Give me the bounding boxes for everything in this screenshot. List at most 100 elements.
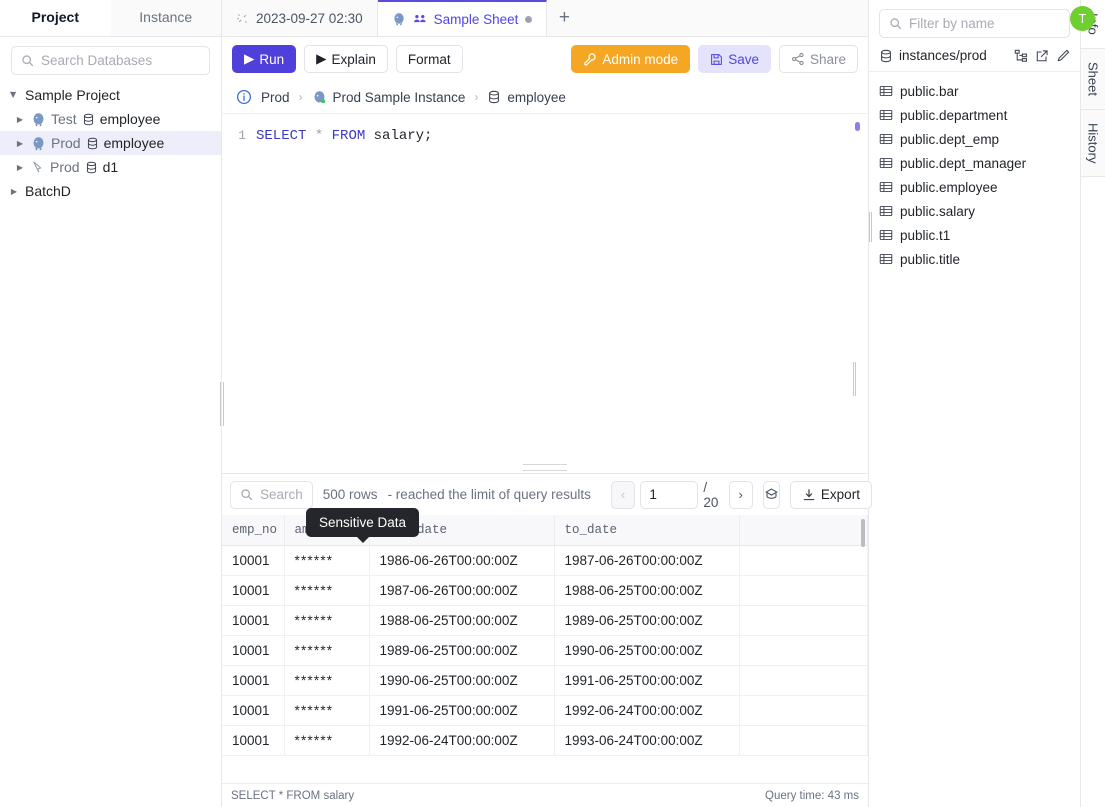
sql-editor[interactable]: 1 SELECT * FROM salary; [222, 113, 868, 473]
table-row[interactable]: 10001 ****** 1992-06-24T00:00:00Z 1993-0… [222, 725, 868, 756]
cell-to-date[interactable]: 1992-06-24T00:00:00Z [554, 695, 740, 726]
table-list-item-public-dept-emp[interactable]: public.dept_emp [869, 127, 1080, 151]
cell-from-date[interactable]: 1992-06-24T00:00:00Z [369, 725, 555, 756]
table-list-item-public-dept-manager[interactable]: public.dept_manager [869, 151, 1080, 175]
cell-from-date[interactable]: 1986-06-26T00:00:00Z [369, 545, 555, 576]
cell-to-date[interactable]: 1987-06-26T00:00:00Z [554, 545, 740, 576]
right-panel-resize-handle[interactable] [869, 212, 872, 242]
table-row[interactable]: 10001 ****** 1987-06-26T00:00:00Z 1988-0… [222, 575, 868, 606]
format-button[interactable]: Format [395, 45, 463, 73]
table-list-item-public-t1[interactable]: public.t1 [869, 223, 1080, 247]
tree-item-sample-project[interactable]: ▶ Sample Project [0, 83, 221, 107]
share-button[interactable]: Share [778, 45, 858, 73]
editor-resize-handle[interactable] [853, 362, 856, 396]
cell-amount[interactable]: ****** [284, 605, 370, 636]
avatar[interactable]: T [1070, 6, 1095, 31]
editor-scrollbar[interactable] [855, 122, 860, 131]
cell-to-date[interactable]: 1991-06-25T00:00:00Z [554, 665, 740, 696]
chevron-right-icon[interactable]: ▶ [16, 138, 24, 148]
editor-tab-worksheet-timestamp[interactable]: 2023-09-27 02:30 [222, 0, 378, 36]
cell-emp-no[interactable]: 10001 [222, 665, 285, 696]
code-content: SELECT * FROM salary; [256, 128, 432, 144]
tree-item-prod-employee[interactable]: ▶ Prod employee [0, 131, 221, 155]
cell-amount[interactable]: ****** [284, 635, 370, 666]
cell-amount[interactable]: ****** [284, 695, 370, 726]
breadcrumb-instance[interactable]: Prod Sample Instance [312, 90, 465, 105]
run-button[interactable]: ▶ Run [232, 45, 297, 73]
chevron-right-icon[interactable]: ▶ [16, 162, 24, 172]
table-list-item-public-department[interactable]: public.department [869, 103, 1080, 127]
table-row[interactable]: 10001 ****** 1990-06-25T00:00:00Z 1991-0… [222, 665, 868, 696]
cell-to-date[interactable]: 1990-06-25T00:00:00Z [554, 635, 740, 666]
chevron-down-icon[interactable]: ▶ [9, 91, 19, 99]
right-panel-database-row[interactable]: instances/prod [869, 46, 1080, 72]
results-search-box[interactable]: Search [230, 480, 313, 509]
export-button[interactable]: Export [789, 480, 872, 509]
sidebar-splitter[interactable] [220, 382, 224, 426]
cell-amount[interactable]: ****** [284, 665, 370, 696]
pagination: ‹ / 20 › [610, 480, 753, 510]
cell-from-date[interactable]: 1990-06-25T00:00:00Z [369, 665, 555, 696]
save-button[interactable]: Save [698, 45, 771, 73]
cell-emp-no[interactable]: 10001 [222, 635, 285, 666]
table-row[interactable]: 10001 ****** 1989-06-25T00:00:00Z 1990-0… [222, 635, 868, 666]
filter-by-name-box[interactable] [879, 9, 1070, 38]
tree-item-test-employee[interactable]: ▶ Test employee [0, 107, 221, 131]
breadcrumb-environment[interactable]: Prod [261, 90, 290, 105]
tab-project[interactable]: Project [0, 0, 111, 36]
cell-from-date[interactable]: 1989-06-25T00:00:00Z [369, 635, 555, 666]
cell-to-date[interactable]: 1993-06-24T00:00:00Z [554, 725, 740, 756]
open-external-icon[interactable] [1035, 49, 1049, 63]
search-databases-box[interactable] [11, 46, 210, 75]
cell-amount[interactable]: ****** [284, 575, 370, 606]
column-header-to-date[interactable]: to_date [554, 515, 740, 546]
cell-emp-no[interactable]: 10001 [222, 695, 285, 726]
table-row[interactable]: 10001 ****** 1991-06-25T00:00:00Z 1992-0… [222, 695, 868, 726]
tree-item-env: Prod [51, 135, 81, 151]
cell-emp-no[interactable]: 10001 [222, 545, 285, 576]
results-scrollbar[interactable] [861, 519, 865, 547]
editor-results-splitter[interactable] [523, 464, 567, 471]
visualize-button[interactable] [762, 480, 780, 509]
tab-instance[interactable]: Instance [110, 0, 221, 36]
filter-by-name-input[interactable] [909, 16, 1060, 31]
page-number-input[interactable] [640, 480, 699, 509]
admin-mode-button[interactable]: Admin mode [571, 45, 691, 73]
vtab-history[interactable]: History [1081, 109, 1105, 178]
cell-from-date[interactable]: 1987-06-26T00:00:00Z [369, 575, 555, 606]
cell-emp-no[interactable]: 10001 [222, 605, 285, 636]
table-list-item-public-bar[interactable]: public.bar [869, 79, 1080, 103]
search-databases-input[interactable] [41, 53, 200, 68]
cell-from-date[interactable]: 1988-06-25T00:00:00Z [369, 605, 555, 636]
add-tab-button[interactable]: + [547, 0, 582, 36]
column-header-emp-no[interactable]: emp_no [222, 515, 285, 546]
schema-diagram-icon[interactable] [1014, 49, 1028, 63]
table-list-item-public-title[interactable]: public.title [869, 247, 1080, 271]
tree-item-batchd[interactable]: ▶ BatchD [0, 179, 221, 203]
table-list-label: public.employee [900, 179, 998, 195]
chevron-right-icon[interactable]: ▶ [16, 114, 24, 124]
edit-icon[interactable] [1056, 49, 1070, 63]
cell-emp-no[interactable]: 10001 [222, 725, 285, 756]
info-icon[interactable] [236, 89, 252, 105]
tree-item-prod-d1[interactable]: ▶ Prod d1 [0, 155, 221, 179]
cell-to-date[interactable]: 1989-06-25T00:00:00Z [554, 605, 740, 636]
cell-emp-no[interactable]: 10001 [222, 575, 285, 606]
cell-amount[interactable]: ****** [284, 725, 370, 756]
vtab-sheet[interactable]: Sheet [1081, 48, 1105, 110]
cell-to-date[interactable]: 1988-06-25T00:00:00Z [554, 575, 740, 606]
editor-tab-sample-sheet[interactable]: Sample Sheet [377, 0, 548, 36]
table-row[interactable]: 10001 ****** 1988-06-25T00:00:00Z 1989-0… [222, 605, 868, 636]
table-list-label: public.bar [900, 83, 959, 99]
table-list-item-public-salary[interactable]: public.salary [869, 199, 1080, 223]
cell-from-date[interactable]: 1991-06-25T00:00:00Z [369, 695, 555, 726]
play-icon: ▶ [244, 51, 255, 66]
cell-amount[interactable]: ****** [284, 545, 370, 576]
explain-button[interactable]: ▶ Explain [304, 45, 388, 73]
table-row[interactable]: 10001 ****** 1986-06-26T00:00:00Z 1987-0… [222, 545, 868, 576]
prev-page-button[interactable]: ‹ [610, 480, 636, 509]
table-list-item-public-employee[interactable]: public.employee [869, 175, 1080, 199]
breadcrumb-database[interactable]: employee [487, 90, 566, 105]
next-page-button[interactable]: › [728, 480, 753, 509]
chevron-right-icon[interactable]: ▶ [10, 186, 18, 196]
